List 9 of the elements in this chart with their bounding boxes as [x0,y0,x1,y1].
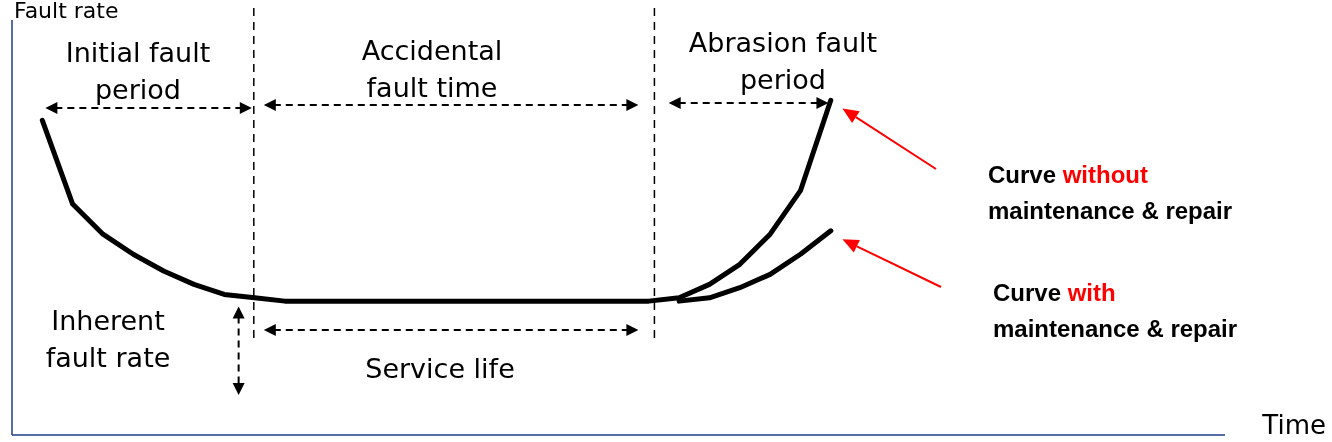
text: Curve without maintenance & repair [988,161,1233,224]
annotation: Initial fault period [65,37,211,105]
text: Abrasion fault period [688,27,878,95]
text: Curve with maintenance & repair [993,279,1238,342]
annotation: Accidental fault time [361,35,503,103]
annotation: Inherent fault rate [45,305,171,373]
x-axis-title: Time [1261,410,1326,440]
annotation: Service life [365,353,515,384]
y-axis-title: Fault rate [14,0,119,23]
